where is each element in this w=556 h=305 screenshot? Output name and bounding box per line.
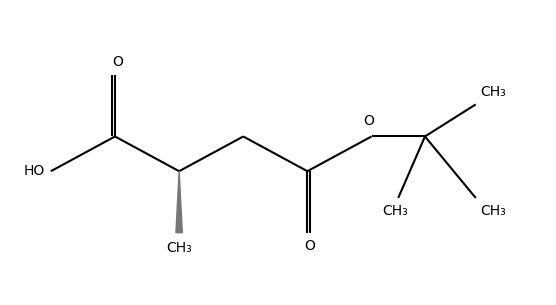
Text: CH₃: CH₃	[480, 204, 506, 218]
Polygon shape	[176, 171, 182, 233]
Text: HO: HO	[23, 164, 44, 178]
Text: O: O	[305, 239, 315, 253]
Text: CH₃: CH₃	[166, 241, 192, 255]
Text: O: O	[112, 55, 123, 69]
Text: CH₃: CH₃	[383, 204, 409, 218]
Text: CH₃: CH₃	[480, 85, 506, 99]
Text: O: O	[364, 114, 374, 128]
